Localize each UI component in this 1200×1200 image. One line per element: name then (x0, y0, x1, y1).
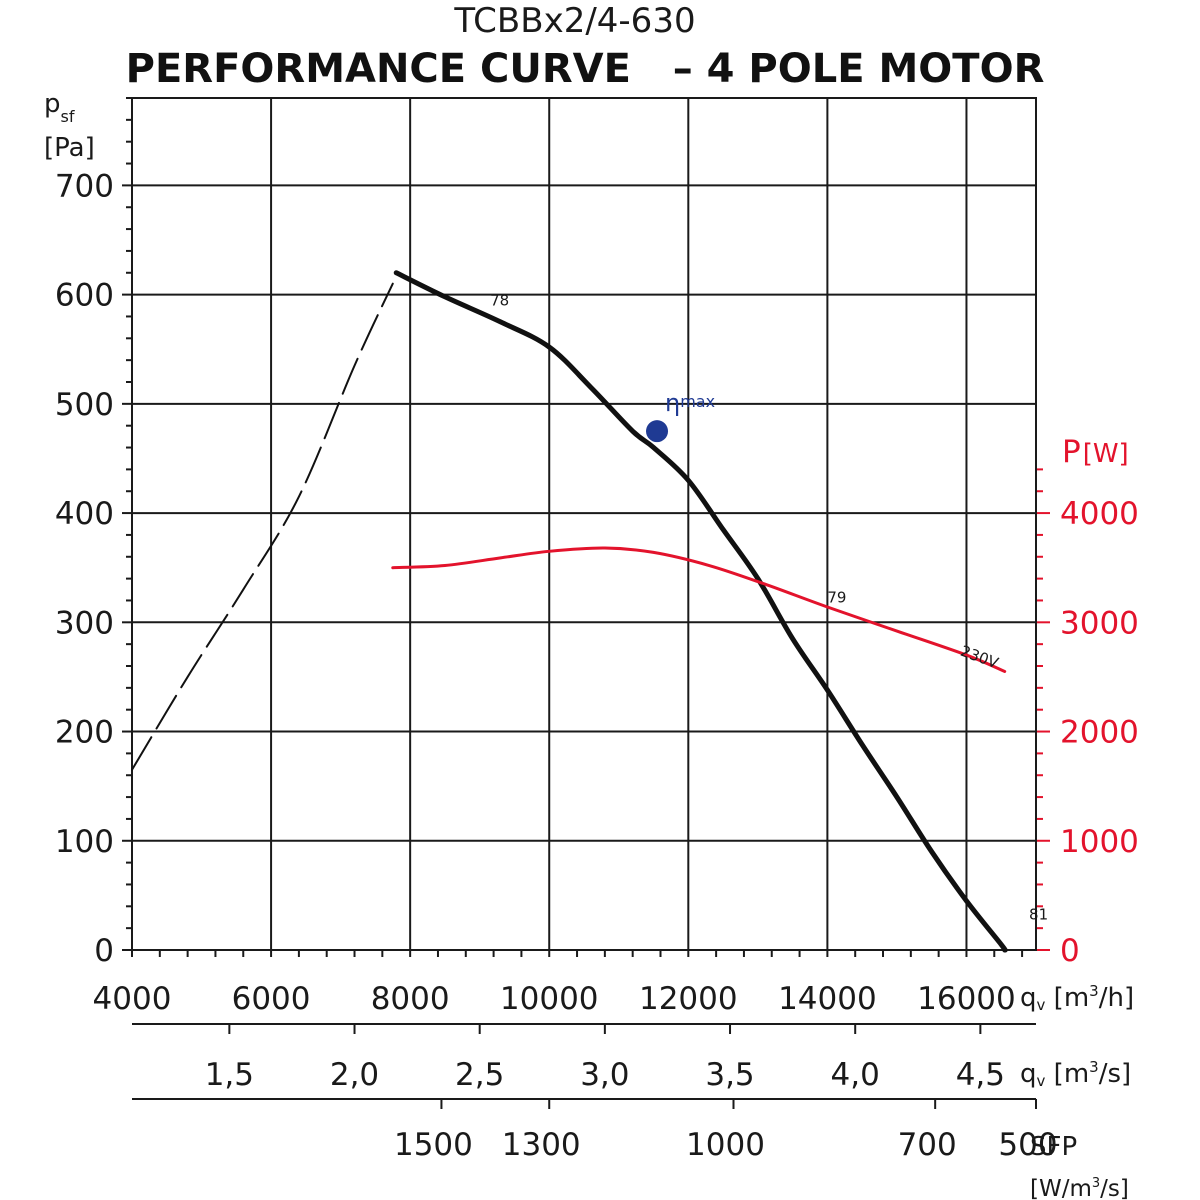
y-tick-label: 300 (55, 605, 114, 641)
annotations: 78 79 81 230V ηmax (490, 292, 1048, 924)
y-axis-unit: [Pa] (44, 133, 95, 163)
sfp-tick-label: 1300 (502, 1127, 581, 1163)
series (131, 270, 1008, 953)
sfp-tick-label: 1000 (686, 1127, 765, 1163)
y-tick-label: 400 (55, 496, 114, 532)
chart-model-title: TCBBx2/4-630 (453, 1, 695, 41)
x-tick-label: 4000 (93, 981, 172, 1017)
grid (122, 97, 1050, 957)
m3s-tick-label: 4,5 (956, 1057, 1005, 1093)
series-system-dashed (131, 282, 394, 771)
x-axis-label: qv [m3/h] (1020, 982, 1134, 1014)
series-pressure (393, 270, 1008, 953)
y2-tick-label: 1000 (1060, 824, 1139, 860)
x-axis-ticks: 4000 6000 8000 10000 12000 14000 16000 (93, 981, 1016, 1017)
y-axis-ticks: 0 100 200 300 400 500 600 700 (55, 168, 114, 969)
sfp-axis-unit: [W/m3/s] (1030, 1176, 1129, 1200)
y-tick-label: 100 (55, 824, 114, 860)
m3s-tick-label: 2,0 (330, 1057, 379, 1093)
x-tick-label: 14000 (778, 981, 877, 1017)
x-tick-label: 8000 (371, 981, 450, 1017)
sfp-tick-label: 1500 (394, 1127, 473, 1163)
y2-tick-label: 0 (1060, 933, 1080, 969)
y-axis-label: psf (44, 89, 75, 126)
y2-tick-label: 2000 (1060, 715, 1139, 751)
annotation-label: 81 (1029, 905, 1048, 923)
y-tick-label: 500 (55, 387, 114, 423)
eta-max-label: ηmax (665, 389, 715, 417)
y-tick-label: 0 (94, 933, 114, 969)
m3s-tick-label: 4,0 (831, 1057, 880, 1093)
y2-axis-label: P[W] (1062, 434, 1129, 470)
plot-frame (131, 97, 1037, 951)
x-tick-label: 10000 (500, 981, 599, 1017)
eta-max-point (646, 420, 669, 443)
m3s-axis-ticks: 1,5 2,0 2,5 3,0 3,5 4,0 4,5 (205, 1024, 1005, 1093)
m3s-tick-label: 1,5 (205, 1057, 254, 1093)
y2-axis-ticks: 0 1000 2000 3000 4000 (1060, 496, 1139, 969)
annotation-label: 78 (490, 292, 509, 310)
m3s-axis-label: qv [m3/s] (1020, 1058, 1131, 1090)
x-tick-label: 16000 (917, 981, 1016, 1017)
x-tick-label: 12000 (639, 981, 738, 1017)
y-tick-label: 700 (55, 168, 114, 204)
sfp-axis-ticks: 1500 1300 1000 700 500 (394, 1099, 1058, 1163)
m3s-tick-label: 3,0 (580, 1057, 629, 1093)
y2-tick-label: 4000 (1060, 496, 1139, 532)
y-tick-label: 600 (55, 278, 114, 314)
annotation-label: 230V (958, 642, 1001, 672)
sfp-tick-label: 700 (898, 1127, 957, 1163)
series-power-230V (391, 546, 1007, 673)
chart-title: PERFORMANCE CURVE – 4 POLE MOTOR (126, 46, 1045, 92)
m3s-tick-label: 3,5 (705, 1057, 754, 1093)
sfp-tick-label: 500 (998, 1127, 1057, 1163)
y2-tick-label: 3000 (1060, 605, 1139, 641)
m3s-tick-label: 2,5 (455, 1057, 504, 1093)
y-tick-label: 200 (55, 715, 114, 751)
annotation-label: 79 (827, 589, 846, 607)
sfp-axis-label: SFP (1030, 1132, 1077, 1162)
x-tick-label: 6000 (232, 981, 311, 1017)
